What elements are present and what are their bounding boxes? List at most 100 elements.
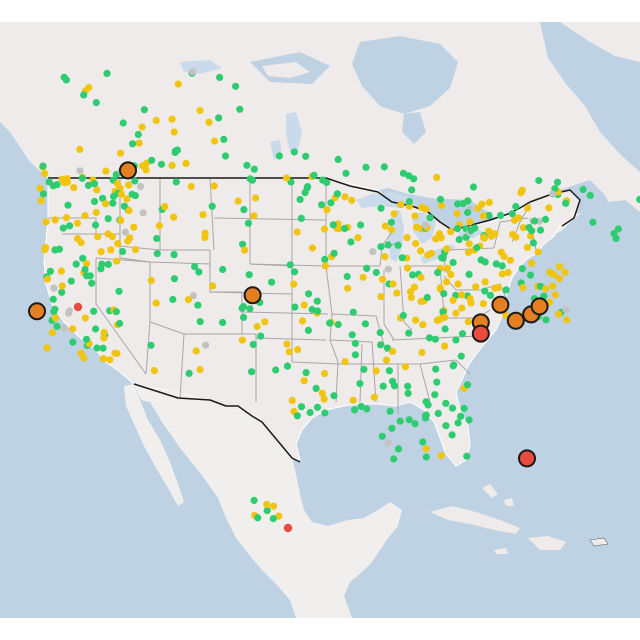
station-marker-moderate[interactable] [321, 262, 329, 270]
station-marker-good[interactable] [219, 265, 227, 274]
station-marker-nodata[interactable] [60, 324, 68, 332]
station-marker-moderate[interactable] [184, 296, 193, 304]
station-marker-moderate[interactable] [412, 316, 420, 324]
station-marker-moderate[interactable] [62, 214, 70, 222]
station-marker-good[interactable] [297, 403, 306, 411]
station-marker-moderate[interactable] [199, 211, 207, 219]
station-marker-good[interactable] [98, 260, 106, 268]
station-marker-moderate[interactable] [453, 210, 461, 218]
station-marker-moderate[interactable] [152, 116, 160, 124]
station-marker-moderate[interactable] [285, 348, 293, 356]
station-marker-good[interactable] [334, 155, 342, 163]
station-marker-moderate[interactable] [81, 212, 89, 220]
station-marker-good[interactable] [586, 191, 594, 199]
station-marker-nodata[interactable] [384, 265, 392, 273]
station-marker-good[interactable] [239, 240, 247, 248]
station-marker-good[interactable] [388, 424, 396, 432]
station-marker-moderate[interactable] [491, 284, 499, 292]
station-marker-good[interactable] [398, 254, 406, 262]
station-marker-moderate[interactable] [234, 197, 242, 205]
station-marker-nodata[interactable] [202, 341, 210, 349]
station-marker-good[interactable] [153, 250, 161, 258]
station-marker-moderate[interactable] [551, 291, 559, 299]
station-marker-good[interactable] [454, 200, 462, 208]
station-marker-moderate[interactable] [389, 280, 397, 288]
station-marker-moderate[interactable] [117, 190, 125, 198]
station-marker-good[interactable] [380, 163, 388, 171]
station-marker-moderate[interactable] [485, 227, 493, 235]
station-marker-good[interactable] [240, 313, 248, 321]
station-marker-good[interactable] [171, 148, 179, 157]
station-marker-good[interactable] [450, 361, 458, 369]
station-marker-moderate[interactable] [201, 233, 209, 242]
station-marker-moderate[interactable] [381, 222, 389, 230]
station-marker-moderate[interactable] [51, 314, 59, 322]
station-marker-good[interactable] [486, 291, 494, 299]
station-marker-good[interactable] [321, 255, 329, 263]
station-marker-moderate[interactable] [196, 366, 204, 374]
station-marker-good[interactable] [304, 326, 312, 334]
station-marker-moderate[interactable] [102, 167, 110, 175]
station-marker-moderate[interactable] [99, 355, 107, 363]
station-marker-good[interactable] [341, 224, 349, 233]
station-marker-good[interactable] [246, 305, 254, 313]
station-marker-good[interactable] [526, 271, 535, 279]
station-marker-moderate[interactable] [519, 283, 527, 292]
station-marker-moderate[interactable] [545, 204, 553, 212]
station-marker-moderate[interactable] [359, 273, 367, 281]
station-marker-good[interactable] [64, 201, 72, 209]
alert-marker-sensitive[interactable] [491, 295, 510, 314]
station-marker-moderate[interactable] [561, 268, 569, 276]
station-marker-good[interactable] [431, 335, 439, 343]
station-marker-moderate[interactable] [432, 235, 440, 243]
station-marker-nodata[interactable] [65, 307, 73, 315]
station-marker-moderate[interactable] [250, 212, 258, 220]
station-marker-good[interactable] [385, 367, 393, 375]
station-marker-good[interactable] [553, 178, 562, 186]
station-marker-moderate[interactable] [147, 276, 155, 285]
station-marker-moderate[interactable] [466, 295, 474, 303]
station-marker-moderate[interactable] [418, 348, 426, 357]
station-marker-moderate[interactable] [417, 273, 425, 281]
station-marker-good[interactable] [88, 279, 96, 287]
station-marker-moderate[interactable] [77, 239, 85, 247]
station-marker-good[interactable] [112, 308, 120, 316]
station-marker-moderate[interactable] [130, 223, 138, 231]
station-marker-good[interactable] [312, 384, 320, 392]
station-marker-moderate[interactable] [108, 233, 116, 241]
station-marker-good[interactable] [297, 214, 305, 222]
alert-marker-unhealthy[interactable] [471, 324, 490, 343]
station-marker-moderate[interactable] [111, 349, 119, 357]
station-marker-good[interactable] [119, 119, 127, 127]
station-marker-good[interactable] [394, 445, 403, 453]
station-marker-moderate[interactable] [412, 239, 420, 248]
station-marker-good[interactable] [92, 99, 100, 107]
station-marker-good[interactable] [196, 318, 204, 326]
station-marker-good[interactable] [240, 206, 248, 214]
station-marker-good[interactable] [99, 194, 107, 202]
station-marker-moderate[interactable] [447, 271, 455, 279]
station-marker-good[interactable] [454, 419, 462, 427]
station-marker-good[interactable] [542, 316, 550, 324]
station-marker-good[interactable] [363, 264, 371, 272]
station-marker-moderate[interactable] [196, 106, 204, 115]
station-marker-moderate[interactable] [238, 336, 246, 344]
station-marker-good[interactable] [272, 366, 280, 374]
station-marker-good[interactable] [351, 351, 359, 359]
station-marker-good[interactable] [579, 185, 587, 194]
station-marker-good[interactable] [378, 432, 386, 440]
station-marker-moderate[interactable] [58, 282, 66, 290]
station-marker-moderate[interactable] [48, 329, 57, 337]
station-marker-moderate[interactable] [479, 300, 487, 308]
station-marker-moderate[interactable] [300, 377, 308, 385]
station-marker-good[interactable] [388, 377, 397, 385]
station-markers[interactable] [36, 68, 640, 533]
station-marker-moderate[interactable] [161, 203, 169, 211]
station-marker-moderate[interactable] [438, 201, 446, 209]
station-marker-moderate[interactable] [437, 234, 445, 242]
station-marker-nodata[interactable] [562, 306, 570, 314]
station-marker-moderate[interactable] [114, 240, 122, 248]
station-marker-good[interactable] [195, 268, 203, 276]
station-marker-good[interactable] [236, 105, 244, 113]
station-marker-moderate[interactable] [407, 293, 415, 302]
